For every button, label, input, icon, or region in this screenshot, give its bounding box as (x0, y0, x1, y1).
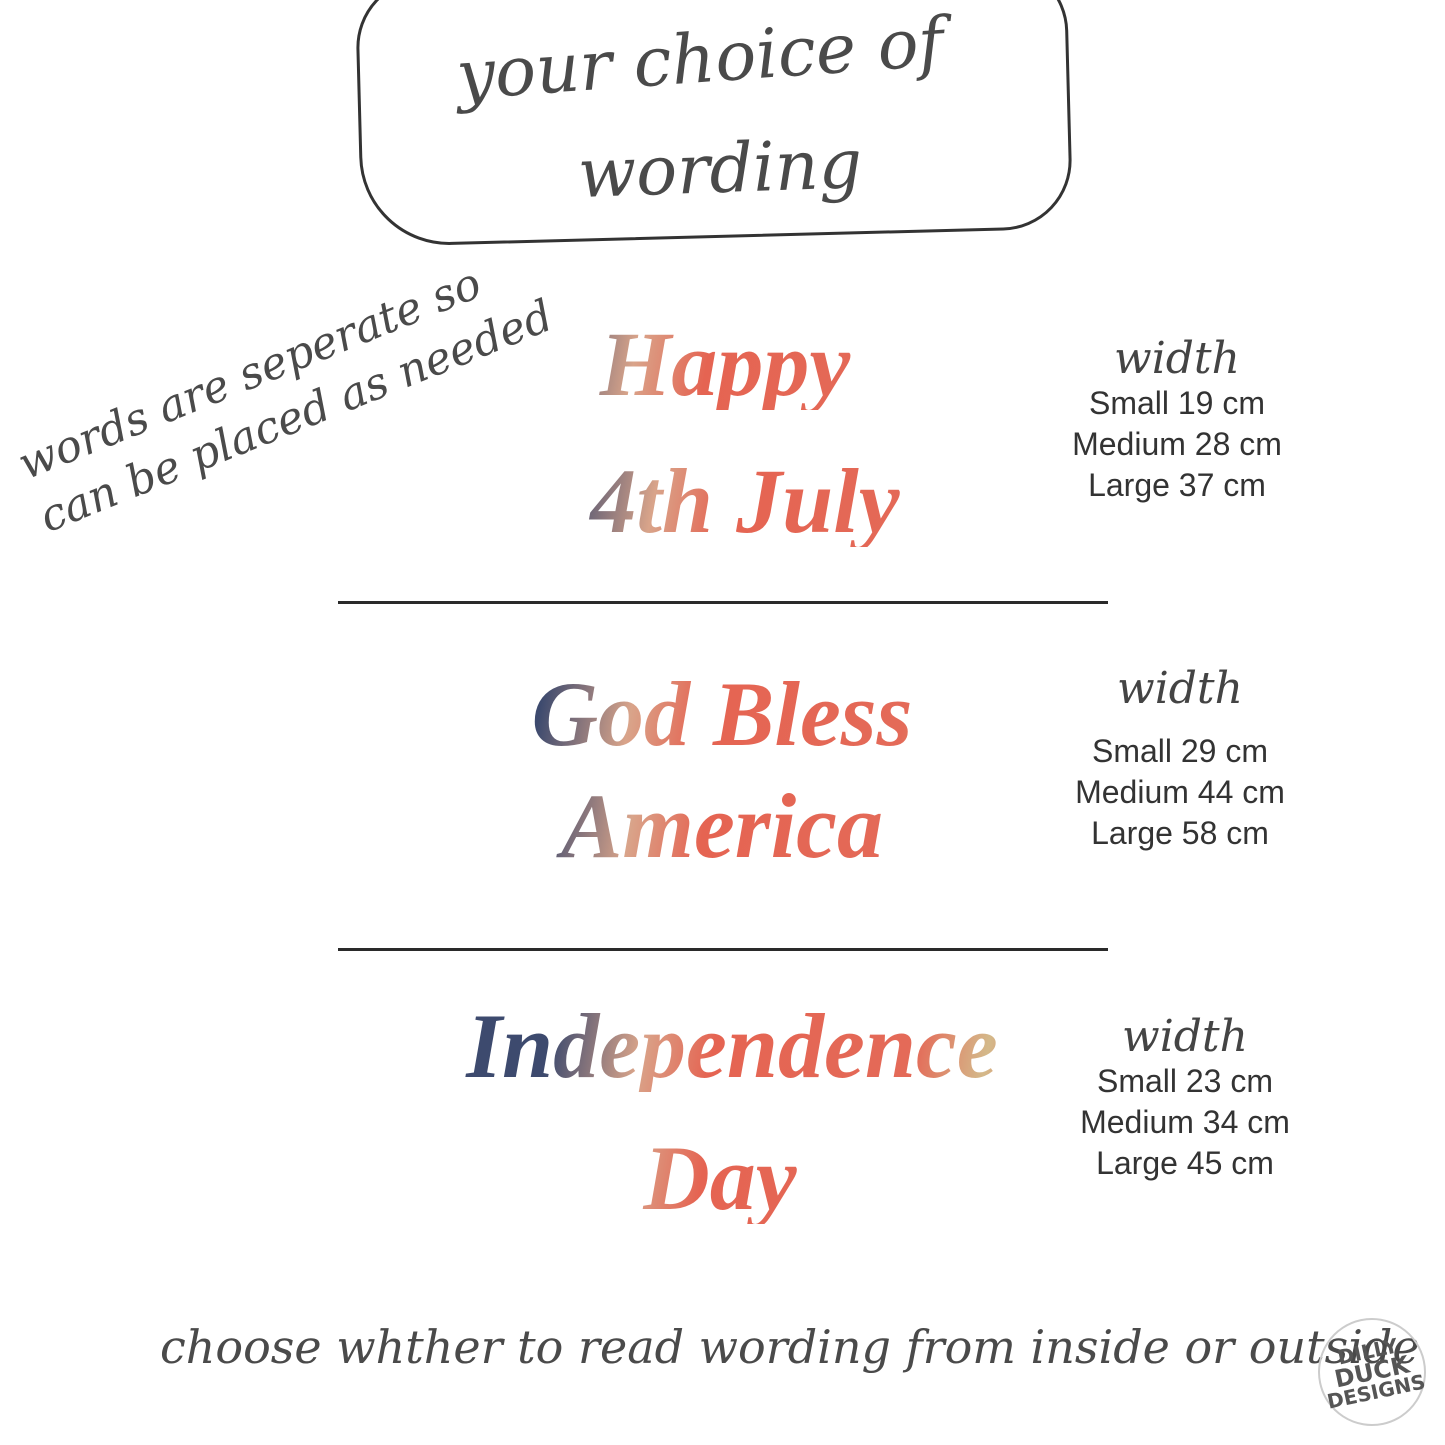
size-medium: Medium 34 cm (1080, 1104, 1290, 1141)
width-label: width (1122, 1011, 1248, 1062)
design-1-line-2: 4th July (295, 455, 1195, 547)
design-2-widths: width Small 29 cm Medium 44 cm Large 58 … (1030, 663, 1330, 854)
size-small: Small 19 cm (1088, 385, 1266, 422)
title-line-2: wording (576, 125, 864, 214)
footer-note: choose whther to read wording from insid… (160, 1320, 1420, 1374)
size-large: Large 45 cm (1096, 1145, 1274, 1182)
size-small: Small 23 cm (1096, 1063, 1274, 1100)
size-small: Small 29 cm (1091, 733, 1269, 770)
design-1-line-1: Happy (275, 318, 1175, 410)
design-3-line-1: Independence (282, 1000, 1182, 1092)
design-3-line-2: Day (270, 1132, 1170, 1224)
design-1-widths: width Small 19 cm Medium 28 cm Large 37 … (1027, 333, 1327, 506)
divider (338, 948, 1108, 951)
width-label: width (1114, 333, 1240, 384)
design-2-line-2: America (272, 780, 1172, 872)
size-large: Large 37 cm (1088, 467, 1266, 504)
design-3-widths: width Small 23 cm Medium 34 cm Large 45 … (1035, 1011, 1335, 1184)
size-medium: Medium 44 cm (1075, 774, 1285, 811)
design-2-line-1: God Bless (272, 668, 1172, 760)
divider (338, 601, 1108, 604)
width-label: width (1117, 663, 1243, 714)
size-medium: Medium 28 cm (1072, 426, 1282, 463)
size-large: Large 58 cm (1091, 815, 1269, 852)
